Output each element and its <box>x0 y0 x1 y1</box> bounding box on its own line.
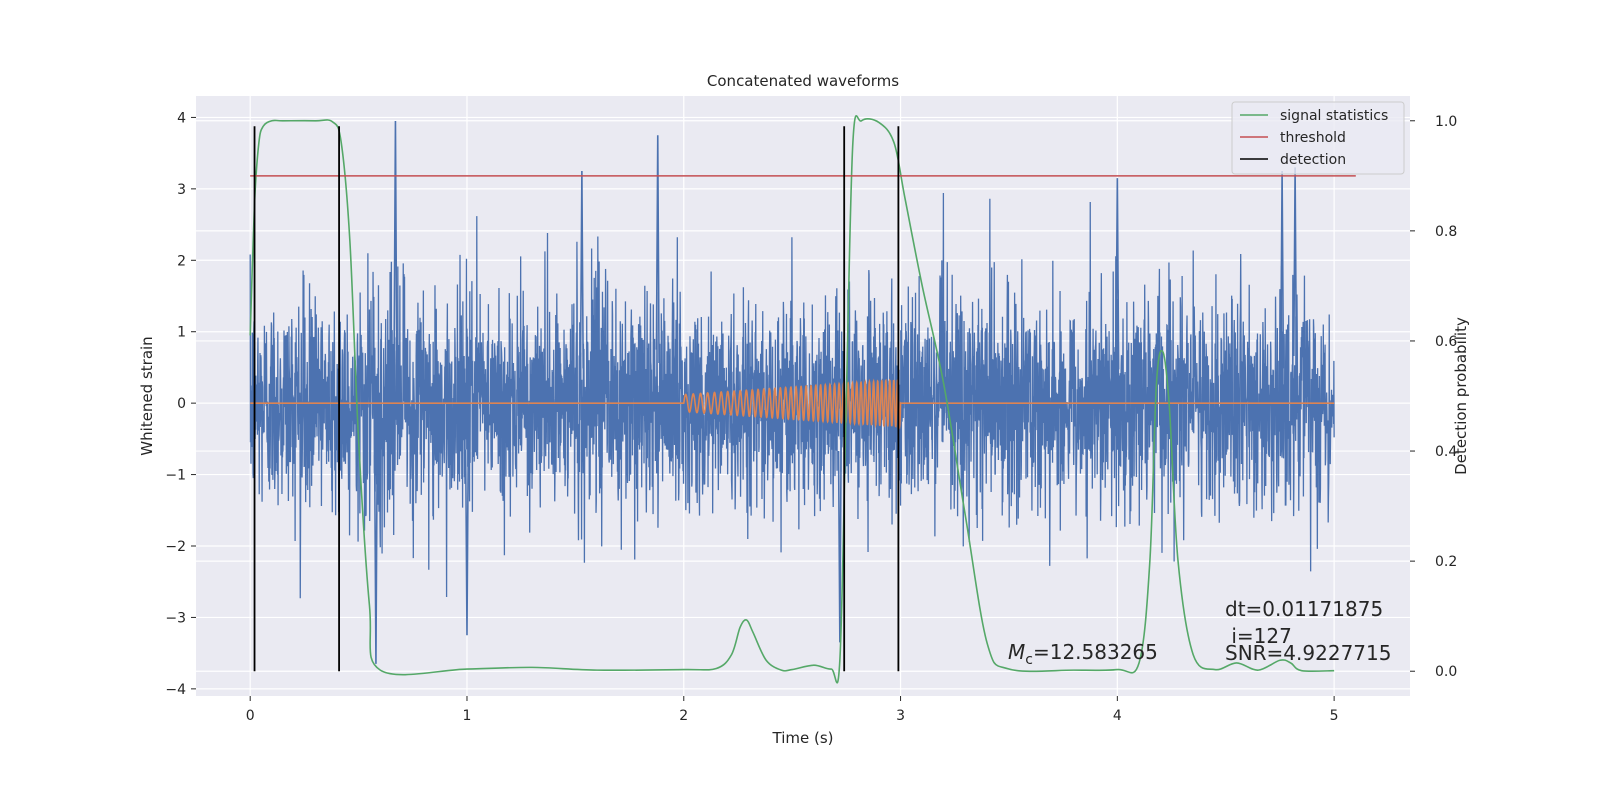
x-tick-label: 2 <box>679 708 688 724</box>
y-tick-label: 1 <box>177 325 186 341</box>
strain-peak <box>373 442 379 664</box>
y-tick-label: −2 <box>165 539 186 555</box>
y-right-tick-label: 0.4 <box>1435 444 1457 460</box>
annotation-mc-sub: c <box>1025 652 1033 668</box>
strain-peak <box>579 170 584 369</box>
x-axis-label: Time (s) <box>772 729 834 747</box>
annotation-chirp-mass: Mc=12.583265 <box>1008 640 1158 668</box>
legend-entry-detection: detection <box>1280 152 1346 168</box>
chart-title: Concatenated waveforms <box>707 72 899 90</box>
x-tick-label: 0 <box>246 708 255 724</box>
y-right-tick-label: 0.6 <box>1435 334 1457 350</box>
ticks: 0 1 2 3 4 5 −4 −3 −2 −1 0 1 2 3 4 0.0 0.2 0.4 0.6 0.8 1.0 <box>165 110 1457 724</box>
detection-lines <box>253 126 900 672</box>
y-tick-label: −1 <box>165 468 186 484</box>
strain-peak <box>393 120 398 361</box>
annotation-snr: SNR=4.9227715 <box>1225 641 1391 665</box>
y-axis-label: Whitened strain <box>138 336 156 455</box>
y-right-tick-label: 0.8 <box>1435 224 1457 240</box>
legend-entry-threshold: threshold <box>1280 130 1346 146</box>
strain-peak <box>1115 178 1120 370</box>
x-tick-label: 5 <box>1330 708 1339 724</box>
x-tick-label: 3 <box>896 708 905 724</box>
y-tick-label: −4 <box>165 682 186 698</box>
annotation-mc-symbol: M <box>1008 640 1025 664</box>
annotation-mc-value: =12.583265 <box>1033 640 1158 664</box>
y-tick-label: 3 <box>177 182 186 198</box>
y-axis-label-right: Detection probability <box>1452 317 1470 475</box>
y-right-tick-label: 0.0 <box>1435 664 1457 680</box>
x-tick-label: 1 <box>463 708 472 724</box>
legend: signal statistics threshold detection <box>1231 101 1405 175</box>
annotation-i: i=127 <box>1225 624 1292 648</box>
legend-entry-signal-statistics: signal statistics <box>1280 108 1388 124</box>
y-tick-label: 2 <box>177 253 186 269</box>
x-tick-label: 4 <box>1113 708 1122 724</box>
y-tick-label: −3 <box>165 610 186 626</box>
template-series-line <box>250 378 1335 430</box>
y-tick-label: 4 <box>177 110 186 126</box>
y-right-tick-label: 1.0 <box>1435 114 1457 130</box>
legend-box <box>1231 101 1405 175</box>
y-right-tick-label: 0.2 <box>1435 554 1457 570</box>
y-tick-label: 0 <box>177 396 186 412</box>
strain-peak <box>655 135 660 363</box>
annotation-dt: dt=0.01171875 <box>1225 597 1383 621</box>
